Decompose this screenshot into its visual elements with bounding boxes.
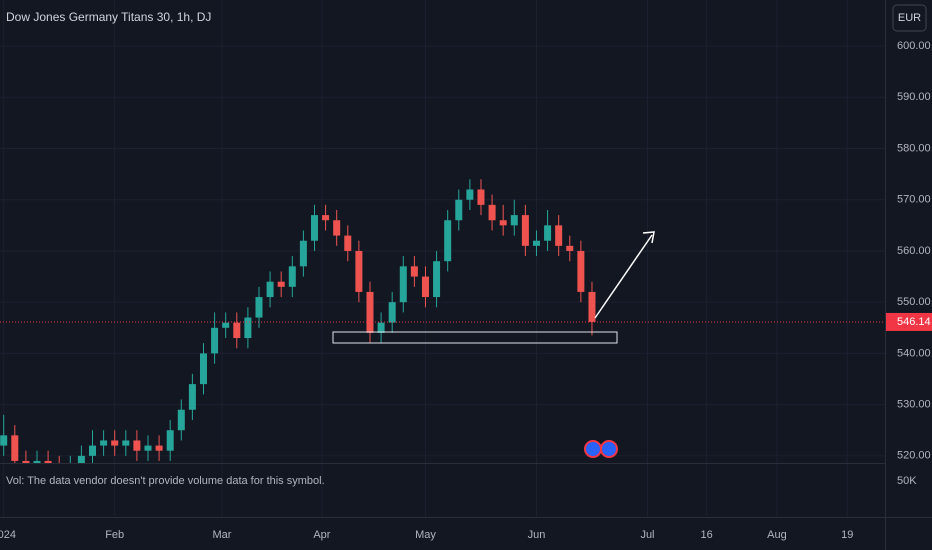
candle-body (333, 220, 341, 236)
last-price-label: 546.14 (897, 316, 931, 328)
candle-body (11, 435, 19, 461)
candle-body (421, 276, 429, 298)
candle-body (111, 440, 119, 446)
candle-body (199, 353, 207, 385)
candle-body (299, 240, 307, 267)
candle-body (33, 460, 41, 463)
candle-body (377, 322, 385, 333)
candle-body (244, 317, 252, 339)
candle-body (366, 291, 374, 333)
chart-title: Dow Jones Germany Titans 30, 1h, DJ (6, 10, 211, 24)
arrow-line[interactable] (594, 234, 653, 319)
candle-body (322, 215, 330, 221)
last-price-box (886, 312, 932, 331)
candle-body (477, 189, 485, 205)
x-tick-label: Jun (528, 529, 546, 541)
x-tick-label: 19 (841, 529, 853, 541)
y-tick-label: 560.00 (897, 245, 931, 257)
event-icons[interactable] (584, 440, 618, 458)
y-tick-label: 590.00 (897, 91, 931, 103)
volume-scale-label: 50K (897, 475, 917, 487)
candle-body (544, 225, 552, 241)
y-tick-label: 520.00 (897, 450, 931, 462)
candle-body (277, 281, 285, 287)
candle-body (211, 327, 219, 354)
candle-body (155, 445, 163, 451)
candle-body (355, 250, 363, 292)
candle-body (100, 440, 108, 446)
y-tick-label: 580.00 (897, 142, 931, 154)
candle-body (222, 322, 230, 328)
candle-body (188, 384, 196, 410)
candle-body (532, 240, 540, 246)
candle-body (177, 409, 185, 431)
candle-body (488, 204, 496, 221)
x-tick-label: Feb (105, 529, 124, 541)
candle-body (0, 435, 8, 446)
candle-body (44, 460, 52, 463)
y-tick-label: 600.00 (897, 40, 931, 52)
candle-body (310, 215, 318, 241)
candle-body (166, 430, 174, 451)
candle-body (399, 266, 407, 303)
x-tick-label: 16 (701, 529, 713, 541)
grid (0, 0, 885, 517)
candle-body (388, 302, 396, 323)
candle-body (122, 440, 130, 446)
y-tick-label: 530.00 (897, 399, 931, 411)
x-tick-label: Mar (213, 529, 232, 541)
candle-body (266, 281, 274, 298)
currency-label: EUR (898, 12, 921, 24)
candle-body (344, 235, 352, 251)
x-tick-label: May (415, 529, 436, 541)
y-tick-label: 570.00 (897, 194, 931, 206)
y-tick-label: 550.00 (897, 296, 931, 308)
candle-body (455, 199, 463, 221)
candle-body (22, 460, 30, 463)
candle-body (566, 245, 574, 251)
candle-body (133, 440, 141, 451)
candle-body (555, 225, 563, 246)
x-tick-label: 2024 (0, 529, 16, 541)
candle-body (77, 455, 85, 463)
candle-body (444, 220, 452, 262)
candle-body (233, 322, 241, 339)
candle-body (88, 445, 96, 456)
currency-button[interactable] (892, 4, 927, 32)
x-tick-label: Jul (640, 529, 654, 541)
candle-body (466, 189, 474, 200)
x-tick-label: Apr (313, 529, 330, 541)
candle-body (588, 291, 596, 322)
candle-body (144, 445, 152, 451)
candle-body (410, 266, 418, 277)
candle-body (255, 297, 263, 318)
candle-body (499, 220, 507, 226)
x-tick-label: Aug (767, 529, 787, 541)
volume-note: Vol: The data vendor doesn't provide vol… (6, 475, 325, 487)
plot-area (0, 179, 596, 463)
candle-body (521, 215, 529, 246)
y-tick-label: 540.00 (897, 347, 931, 359)
candle-body (510, 215, 518, 226)
candle-body (288, 266, 296, 287)
support-rectangle[interactable] (332, 331, 618, 344)
candle-body (433, 261, 441, 298)
candle-body (577, 250, 585, 292)
arrow-head (642, 231, 655, 244)
